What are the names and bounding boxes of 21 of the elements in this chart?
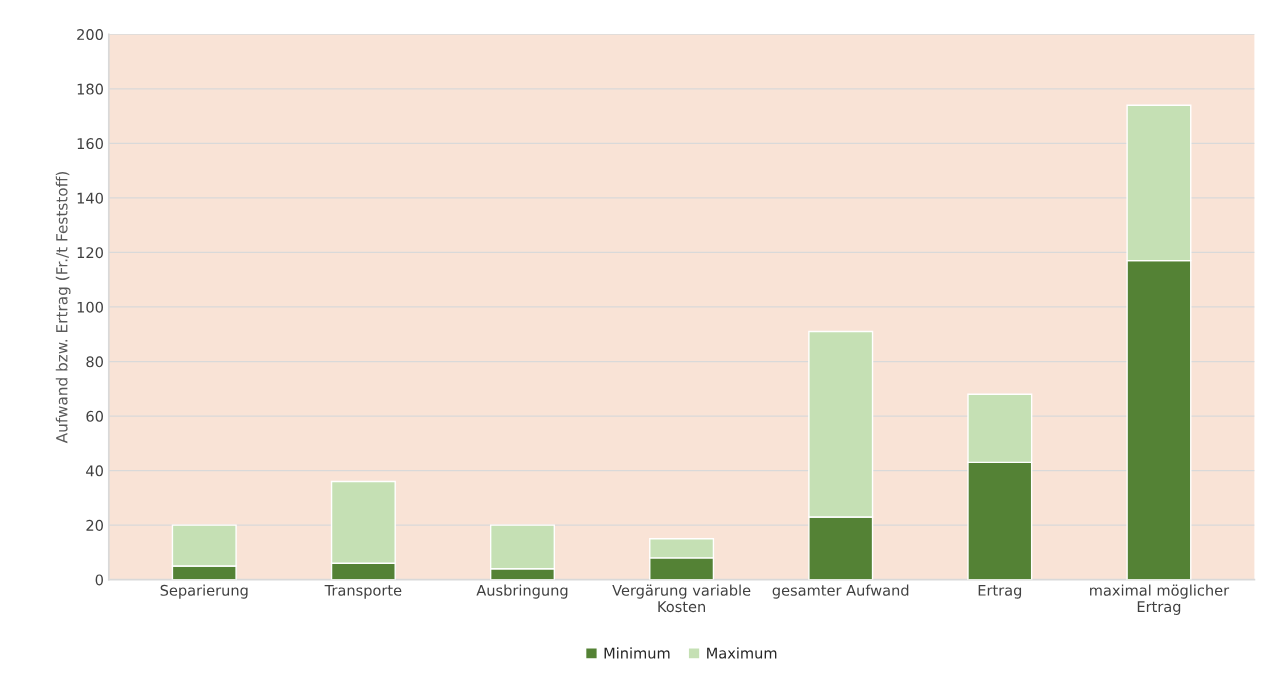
x-tick-label: Ertrag [978, 584, 1022, 599]
y-tick-label: 0 [95, 574, 103, 586]
y-tick-label: 200 [77, 29, 103, 41]
x-tick-label: Vergärung variable Kosten [612, 584, 751, 613]
y-tick-label: 140 [77, 192, 103, 204]
x-tick-label: Separierung [160, 584, 248, 599]
y-tick-label: 100 [77, 301, 103, 313]
legend-label: Maximum [707, 647, 777, 659]
y-tick-label: 40 [86, 465, 103, 477]
x-tick-label: maximal möglicher Ertrag [1090, 584, 1230, 615]
y-tick-label: 180 [77, 83, 103, 95]
y-tick-label: 80 [86, 356, 103, 368]
legend-label: Minimum [604, 647, 670, 659]
x-tick-label: Ausbringung [476, 584, 568, 599]
y-tick-label: 60 [86, 410, 103, 422]
y-tick-label: 20 [86, 519, 103, 531]
y-tick-label: 160 [77, 138, 103, 150]
y-axis-title: Aufwand bzw. Ertrag (Fr./t Feststoff) [55, 171, 71, 444]
y-tick-label: 120 [77, 247, 103, 259]
x-tick-label: Transporte [324, 584, 402, 599]
x-tick-label: gesamter Aufwand [772, 584, 909, 599]
